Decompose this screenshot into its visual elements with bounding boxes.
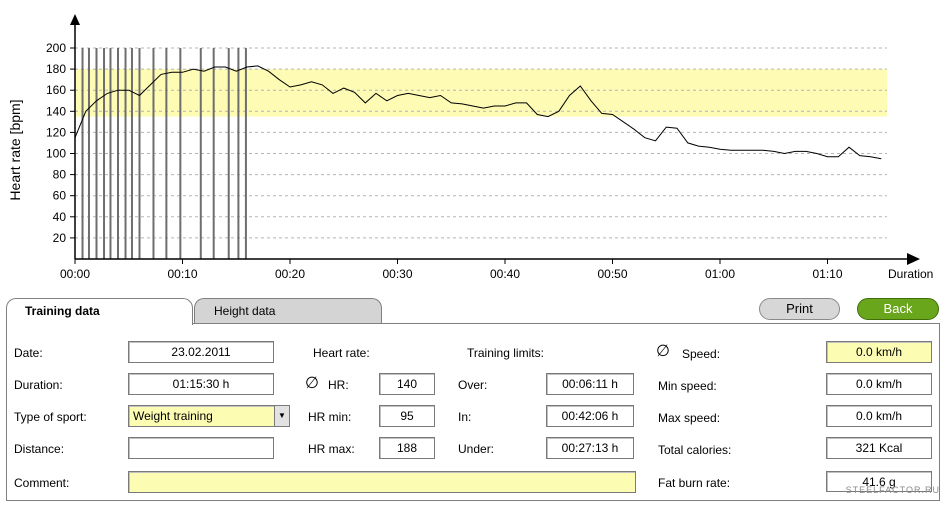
speed-field[interactable]: 0.0 km/h [826,341,932,363]
max-speed-field[interactable]: 0.0 km/h [826,405,932,427]
tab-training-data[interactable]: Training data [6,298,193,325]
under-field[interactable]: 00:27:13 h [546,437,634,459]
hr-min-label: HR min: [308,410,352,424]
heart-rate-series-line [74,65,882,160]
heart-rate-title: Heart rate: [313,346,370,360]
chevron-down-icon[interactable]: ▼ [274,406,289,426]
under-label: Under: [458,442,495,456]
in-label: In: [458,410,472,424]
min-speed-label: Min speed: [658,379,717,393]
fat-burn-label: Fat burn rate: [658,476,731,490]
hr-max-label: HR max: [308,442,355,456]
over-label: Over: [458,378,488,392]
duration-label: Duration: [14,378,63,392]
y-tick-label: 80 [53,168,67,182]
hr-avg-field[interactable]: 140 [379,373,435,395]
x-tick-label: 00:20 [275,267,305,281]
date-field[interactable]: 23.02.2011 [128,341,274,363]
distance-label: Distance: [14,442,65,456]
hr-max-field[interactable]: 188 [379,437,435,459]
y-axis-arrow-icon [70,14,80,25]
watermark: STEELFACTOR.RU [845,485,940,495]
y-tick-label: 120 [46,125,66,139]
training-limits-title: Training limits: [467,346,544,360]
x-tick-label: 01:00 [705,267,735,281]
y-tick-label: 20 [53,231,67,245]
y-tick-label: 200 [46,41,66,55]
hr-min-field[interactable]: 95 [379,405,435,427]
y-tick-label: 140 [46,104,66,118]
y-tick-label: 160 [46,83,66,97]
date-label: Date: [14,346,43,360]
max-speed-label: Max speed: [658,411,721,425]
sport-select[interactable]: Weight training ▼ [128,405,290,427]
average-icon: ∅ [305,375,319,392]
calories-field[interactable]: 321 Kcal [826,437,932,459]
calories-label: Total calories: [658,443,732,457]
x-tick-label: 00:10 [167,267,197,281]
hr-avg-label: HR: [328,378,349,392]
over-field[interactable]: 00:06:11 h [546,373,634,395]
print-button[interactable]: Print [759,298,840,320]
duration-field[interactable]: 01:15:30 h [128,373,274,395]
target-zone-band [75,69,887,117]
min-speed-field[interactable]: 0.0 km/h [826,373,932,395]
y-tick-label: 60 [53,189,67,203]
y-tick-label: 100 [46,147,66,161]
in-field[interactable]: 00:42:06 h [546,405,634,427]
x-tick-label: 00:00 [60,267,90,281]
heart-rate-chart: 20 40 60 80 100 120 140 160 180 200 00:00 00:10 00:2… [7,14,933,281]
x-axis-label: Duration [888,267,933,281]
average-speed-icon: ∅ [656,343,670,360]
y-tick-label: 40 [53,210,67,224]
x-tick-label: 00:30 [382,267,412,281]
sport-label: Type of sport: [14,410,87,424]
y-tick-label: 180 [46,62,66,76]
x-tick-label: 00:40 [490,267,520,281]
x-tick-label: 01:10 [812,267,842,281]
back-button[interactable]: Back [857,298,939,320]
speed-label: Speed: [682,347,721,361]
comment-field[interactable] [128,471,636,493]
tab-height-data[interactable]: Height data [194,298,382,323]
y-axis-label: Heart rate [bpm] [7,99,23,200]
fat-burn-field[interactable]: 41.6 g [826,471,932,492]
distance-field[interactable] [128,437,274,459]
comment-label: Comment: [14,476,70,490]
x-tick-label: 00:50 [597,267,627,281]
sport-select-value: Weight training [133,409,213,423]
x-axis-arrow-icon [907,253,920,265]
